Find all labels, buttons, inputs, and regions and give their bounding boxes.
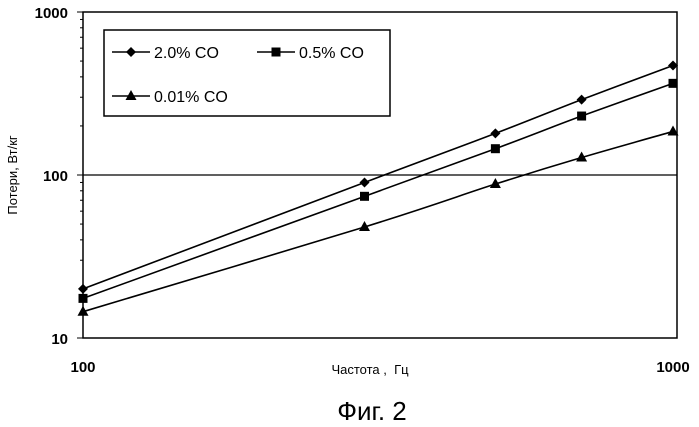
data-point-s0-0: [78, 284, 88, 294]
legend: 2.0% CO 0.5% CO 0.01% CO: [104, 30, 390, 116]
data-point-s1-4: [669, 79, 678, 88]
y-axis-label: Потери, Вт/кг: [5, 135, 20, 215]
data-point-s0-2: [490, 128, 500, 138]
legend-label-0: 2.0% CO: [154, 45, 219, 62]
x-axis-label: Частота , Гц: [331, 362, 409, 377]
y-tick-label-100: 100: [43, 168, 68, 185]
data-point-s0-3: [577, 95, 587, 105]
data-point-s1-3: [577, 112, 586, 121]
x-tick-label-100: 100: [70, 359, 95, 376]
legend-label-1: 0.5% CO: [299, 45, 364, 62]
x-tick-label-1000: 1000: [656, 359, 689, 376]
legend-marker-1: [272, 48, 281, 57]
y-tick-label-10: 10: [51, 331, 68, 348]
legend-box: [104, 30, 390, 116]
data-point-s0-1: [360, 177, 370, 187]
legend-label-2: 0.01% CO: [154, 89, 228, 106]
figure-caption: Фиг. 2: [337, 396, 407, 426]
data-point-s1-1: [360, 192, 369, 201]
data-point-s1-2: [491, 144, 500, 153]
data-point-s1-0: [79, 294, 88, 303]
y-tick-label-1000: 1000: [35, 5, 68, 22]
